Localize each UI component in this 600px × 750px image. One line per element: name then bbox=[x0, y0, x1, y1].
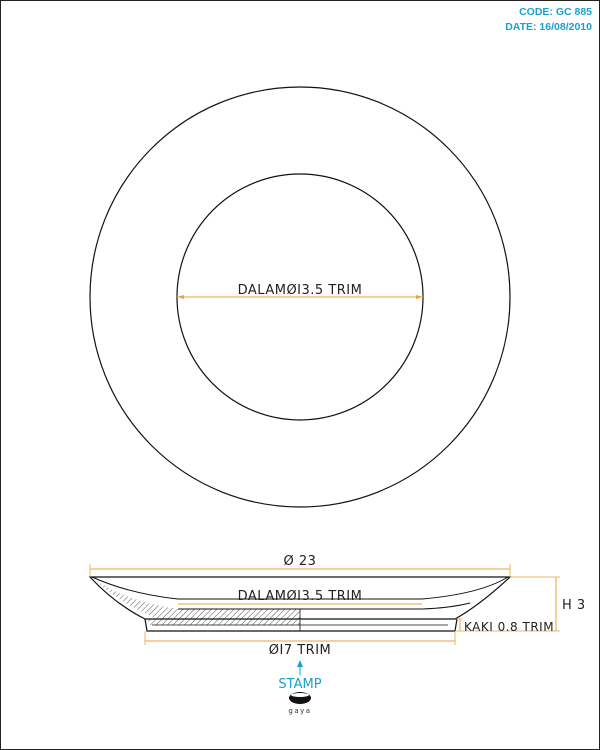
foot-ring-outline bbox=[144, 618, 458, 632]
outer-diameter-label: Ø 23 bbox=[284, 554, 317, 569]
logo-text: gaya bbox=[288, 707, 311, 715]
height-label: H 3 bbox=[562, 598, 586, 613]
stamp-callout: STAMP gaya bbox=[278, 660, 322, 715]
code-label: CODE: GC 885 bbox=[519, 6, 592, 18]
logo-bowl-rim bbox=[291, 693, 309, 697]
plate-outer-rim bbox=[89, 86, 511, 508]
foot-height-label: KAKI 0.8 TRIM bbox=[464, 620, 554, 634]
gaya-logo: gaya bbox=[288, 692, 311, 715]
stamp-arrow-head bbox=[297, 660, 303, 667]
plate-profile-outline bbox=[88, 576, 512, 620]
title-block: CODE: GC 885 DATE: 16/08/2010 bbox=[505, 5, 592, 35]
well-floor-right-curve bbox=[421, 602, 471, 610]
inner-diameter-arrow-left bbox=[177, 295, 184, 299]
stamp-label: STAMP bbox=[278, 677, 321, 692]
foot-diameter-label: ØI7 TRIM bbox=[269, 643, 332, 658]
side-inner-diameter-label: DALAMØI3.5 TRIM bbox=[238, 589, 363, 604]
side-view: Ø 23 DALAMØI3.5 TRIM ØI7 TRIM H 3 KAKI 0… bbox=[88, 554, 586, 658]
inner-diameter-label: DALAMØI3.5 TRIM bbox=[238, 283, 363, 298]
plate-top-surface bbox=[91, 576, 509, 600]
section-hatch-rim bbox=[92, 577, 300, 619]
top-view: DALAMØI3.5 TRIM bbox=[89, 86, 511, 508]
inner-diameter-arrow-right bbox=[416, 295, 423, 299]
section-hatch-foot bbox=[147, 619, 300, 625]
date-label: DATE: 16/08/2010 bbox=[505, 21, 592, 33]
